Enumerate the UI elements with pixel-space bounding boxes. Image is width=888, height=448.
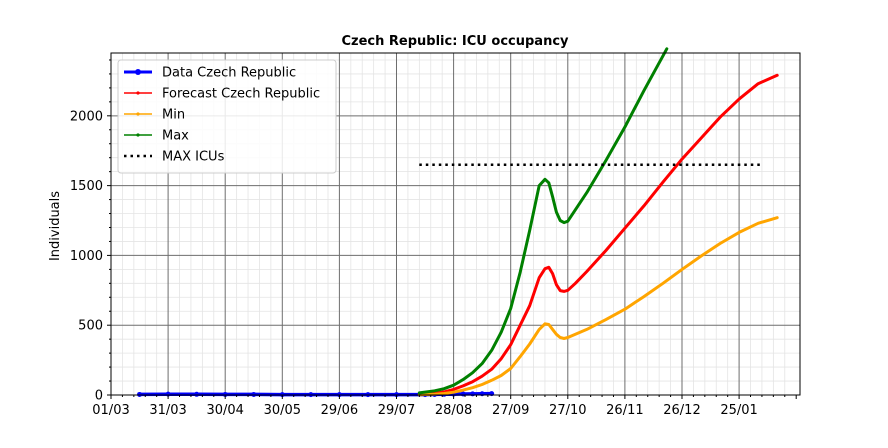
x-tick-label: 27/10	[549, 403, 586, 418]
data-point	[194, 391, 200, 397]
legend-label: Data Czech Republic	[162, 66, 296, 81]
data-point	[251, 391, 257, 397]
chart-title: Czech Republic: ICU occupancy	[341, 34, 569, 49]
legend-item-data-czech-republic: Data Czech Republic	[124, 66, 296, 81]
x-tick-label: 31/03	[149, 403, 186, 418]
legend-item-min: Min	[124, 108, 185, 123]
x-tick-label: 27/09	[492, 403, 529, 418]
legend-item-max-icus: MAX ICUs	[124, 150, 225, 165]
series-line-forecast-czech-republic	[417, 73, 779, 396]
legend-marker	[135, 69, 141, 75]
x-tick-label: 25/01	[720, 403, 757, 418]
x-tick-label: 01/03	[92, 403, 129, 418]
series-line-min	[417, 216, 779, 397]
y-tick-label: 1000	[70, 249, 103, 264]
legend-label: Forecast Czech Republic	[162, 87, 320, 102]
y-tick-label: 2000	[70, 109, 103, 124]
data-point	[222, 391, 228, 397]
legend-label: Max	[162, 129, 189, 144]
x-tick-label: 28/08	[435, 403, 472, 418]
y-tick-label: 500	[78, 319, 103, 334]
x-tick-label: 30/04	[206, 403, 243, 418]
legend-marker	[136, 133, 140, 137]
data-point	[470, 391, 476, 397]
y-tick-label: 0	[95, 389, 103, 404]
legend-marker	[136, 91, 140, 95]
legend-box	[117, 59, 337, 174]
x-tick-label: 26/12	[663, 403, 700, 418]
x-tick-label: 26/11	[606, 403, 643, 418]
y-tick-label: 1500	[70, 179, 103, 194]
x-tick-label: 30/05	[264, 403, 301, 418]
legend-label: Min	[162, 108, 185, 123]
series-lines	[137, 47, 779, 398]
data-point	[137, 391, 143, 397]
legend-label: MAX ICUs	[162, 150, 225, 165]
axis-ticks: 01/03 31/03 30/04 30/05 29/06 29/07 28/08 27/09…	[70, 59, 797, 418]
plot-frame	[110, 52, 801, 396]
legend-marker	[136, 112, 140, 116]
y-axis-label: Individuals	[48, 191, 63, 261]
legend: Data Czech Republic Forecast Czech Republ…	[117, 59, 337, 174]
legend-item-max: Max	[124, 129, 189, 144]
legend-item-forecast-czech-republic: Forecast Czech Republic	[124, 87, 320, 102]
x-tick-label: 29/06	[321, 403, 358, 418]
x-tick-label: 29/07	[378, 403, 415, 418]
